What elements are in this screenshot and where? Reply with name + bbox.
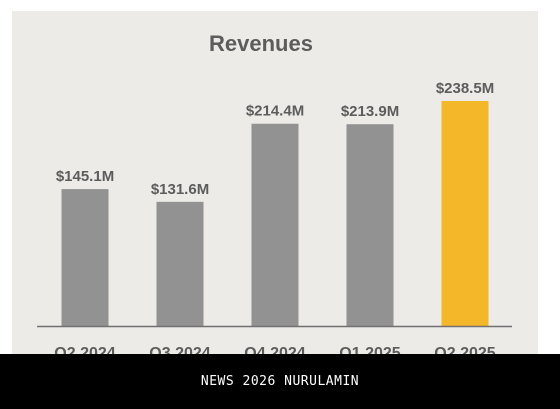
bar-q4-2024 <box>251 123 299 327</box>
footer-bar: NEWS 2026 NURULAMIN <box>0 354 560 409</box>
data-label-group: $145.1M $131.6M $214.4M $213.9M $238.5M <box>56 80 494 198</box>
data-label: $238.5M <box>436 80 494 97</box>
x-tick-label: Q3 2024 <box>149 345 210 354</box>
data-label: $145.1M <box>56 168 114 185</box>
x-tick-label-group: Q2 2024 Q3 2024 Q4 2024 Q1 2025 Q2 2025 <box>54 345 495 354</box>
data-label: $214.4M <box>246 103 304 120</box>
bar-q1-2025 <box>346 124 394 326</box>
bar-q2-2024 <box>61 189 109 326</box>
chart-title: Revenues <box>209 31 313 56</box>
chart-panel: Revenues $145.1M $131.6M $214.4M $213.9M $23… <box>12 11 538 354</box>
x-tick-label: Q2 2024 <box>54 345 115 354</box>
footer-text: NEWS 2026 NURULAMIN <box>200 374 360 389</box>
revenue-bar-chart: Revenues $145.1M $131.6M $214.4M $213.9M $23… <box>37 31 512 354</box>
x-tick-label: Q1 2025 <box>339 345 400 354</box>
bar-q3-2024 <box>156 201 204 326</box>
bar-group <box>61 101 489 327</box>
x-tick-label: Q2 2025 <box>434 345 495 354</box>
data-label: $213.9M <box>341 103 399 120</box>
data-label: $131.6M <box>151 181 209 198</box>
bar-q2-2025 <box>441 101 489 326</box>
x-tick-label: Q4 2024 <box>244 345 305 354</box>
